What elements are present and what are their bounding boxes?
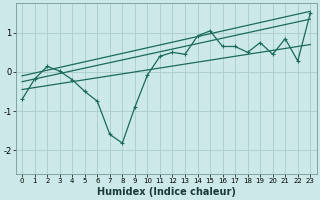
- X-axis label: Humidex (Indice chaleur): Humidex (Indice chaleur): [97, 187, 236, 197]
